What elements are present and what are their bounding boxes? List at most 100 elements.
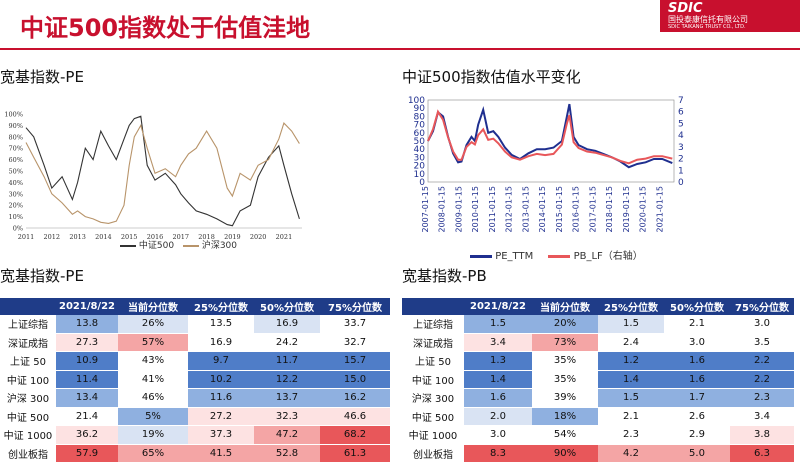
table-cell: 21.4 (56, 407, 118, 426)
series-line-PB_LF（右轴） (427, 109, 673, 165)
table-cell: 1.7 (664, 388, 730, 408)
y-tick-label: 10% (9, 213, 23, 221)
y2-tick-label: 1 (678, 166, 684, 176)
y-tick-label: 90% (9, 122, 23, 130)
pe-table: 2021/8/22 当前分位数 25%分位数 50%分位数 75%分位数 上证综指 13.… (0, 298, 390, 463)
table-row: 沪深 300 13.4 46% 11.6 13.7 16.2 (0, 388, 390, 408)
legend-label-pb: PB_LF（右轴） (573, 251, 643, 262)
table-cell: 46.6 (320, 407, 390, 426)
table-cell: 18% (532, 407, 598, 426)
y-tick-label: 0% (13, 225, 23, 233)
table-cell: 41% (118, 370, 188, 389)
table-row: 中证 100 11.4 41% 10.2 12.2 15.0 (0, 370, 390, 389)
y-tick-label: 0 (419, 178, 425, 188)
table-cell: 9.7 (188, 351, 254, 371)
table-cell: 3.0 (664, 333, 730, 352)
table-row: 深证成指 27.3 57% 16.9 24.2 32.7 (0, 333, 390, 352)
pe-table-header: 2021/8/22 当前分位数 25%分位数 50%分位数 75%分位数 (0, 298, 390, 315)
table-cell: 3.5 (730, 333, 794, 352)
y-tick-label: 50 (414, 137, 426, 147)
pe-header-4: 75%分位数 (320, 298, 390, 315)
table-cell: 10.2 (188, 370, 254, 389)
y2-tick-label: 2 (678, 155, 684, 165)
pb-header-1: 当前分位数 (532, 298, 598, 315)
x-tick-label: 2015 (121, 233, 138, 241)
y-tick-label: 20% (9, 202, 23, 210)
y-tick-label: 60% (9, 156, 23, 164)
table-cell: 3.8 (730, 425, 794, 445)
x-tick-label: 2014-01-15 (538, 186, 547, 233)
table-cell: 15.0 (320, 370, 390, 389)
table-cell: 32.7 (320, 333, 390, 352)
y2-tick-label: 7 (678, 96, 684, 106)
y-tick-label: 30% (9, 190, 23, 198)
table-cell: 1.2 (598, 351, 664, 371)
y-tick-label: 100 (408, 96, 425, 106)
table-cell: 3.4 (464, 333, 532, 352)
table-row: 中证 1000 3.0 54% 2.3 2.9 3.8 (402, 425, 794, 445)
x-tick-label: 2010-01-15 (471, 186, 480, 233)
y2-tick-label: 5 (678, 119, 684, 129)
table-cell: 2.0 (464, 407, 532, 426)
table-cell: 1.5 (464, 315, 532, 334)
table-row: 中证 500 21.4 5% 27.2 32.3 46.6 (0, 407, 390, 426)
y-tick-label: 90 (414, 104, 426, 114)
y2-tick-label: 4 (678, 131, 684, 141)
legend-label-csi500: 中证500 (138, 241, 175, 251)
table-cell: 2.3 (598, 425, 664, 445)
y-tick-label: 50% (9, 168, 23, 176)
x-tick-label: 2012 (44, 233, 61, 241)
series-line-沪深300 (25, 122, 300, 224)
brand-logo: SDIC 国投泰康信托有限公司 SDIC TAIKANG TRUST CO., … (660, 0, 800, 32)
legend-swatch-csi300 (182, 244, 199, 247)
left-table-title: 宽基指数-PE (0, 267, 84, 285)
row-label: 上证 50 (402, 351, 464, 371)
table-cell: 68.2 (320, 425, 390, 445)
table-row: 中证 500 2.0 18% 2.1 2.6 3.4 (402, 407, 794, 426)
row-label: 创业板指 (402, 444, 464, 463)
table-cell: 2.1 (664, 315, 730, 334)
pb-table: 2021/8/22 当前分位数 25%分位数 50%分位数 75%分位数 上证综指 1.5… (402, 298, 794, 463)
table-cell: 24.2 (254, 333, 320, 352)
table-cell: 57.9 (56, 444, 118, 463)
table-cell: 2.9 (664, 425, 730, 445)
table-cell: 5% (118, 407, 188, 426)
pe-header-1: 当前分位数 (118, 298, 188, 315)
x-tick-label: 2019-01-15 (622, 186, 631, 233)
pb-header-2: 25%分位数 (598, 298, 664, 315)
row-label: 中证 100 (402, 370, 464, 389)
table-cell: 2.1 (598, 407, 664, 426)
table-cell: 16.9 (254, 315, 320, 334)
table-cell: 1.3 (464, 351, 532, 371)
y-tick-label: 10 (414, 170, 426, 180)
table-cell: 10.9 (56, 351, 118, 371)
row-label: 上证综指 (0, 315, 56, 334)
x-tick-label: 2017-01-15 (588, 186, 597, 233)
table-cell: 32.3 (254, 407, 320, 426)
pe-header-0: 2021/8/22 (56, 298, 118, 315)
y-tick-label: 70 (414, 121, 426, 131)
y2-tick-label: 0 (678, 178, 684, 188)
table-cell: 3.0 (730, 315, 794, 334)
row-label: 上证综指 (402, 315, 464, 334)
x-tick-label: 2013 (69, 233, 86, 241)
table-cell: 1.5 (598, 388, 664, 408)
table-cell: 13.4 (56, 388, 118, 408)
table-cell: 16.9 (188, 333, 254, 352)
row-label: 沪深 300 (0, 388, 56, 408)
x-tick-label: 2015-01-15 (555, 186, 564, 233)
table-cell: 35% (532, 370, 598, 389)
x-tick-label: 2011 (18, 233, 35, 241)
table-cell: 13.8 (56, 315, 118, 334)
x-tick-label: 2014 (95, 233, 112, 241)
x-tick-label: 2016 (147, 233, 164, 241)
legend-swatch-pb (548, 254, 571, 258)
row-label: 上证 50 (0, 351, 56, 371)
table-cell: 27.3 (56, 333, 118, 352)
pb-header-3: 50%分位数 (664, 298, 730, 315)
table-cell: 2.3 (730, 388, 794, 408)
y-tick-label: 30 (414, 153, 426, 163)
table-cell: 39% (532, 388, 598, 408)
table-cell: 1.6 (664, 370, 730, 389)
legend-swatch-csi500 (120, 244, 136, 247)
